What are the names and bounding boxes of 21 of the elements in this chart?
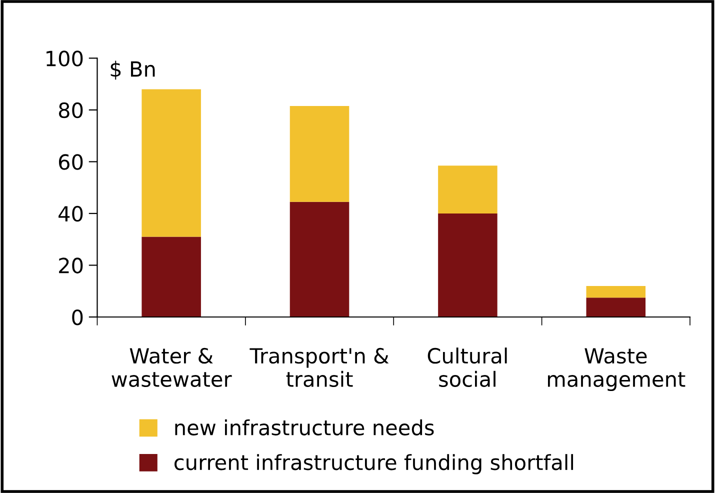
bar <box>142 236 201 317</box>
y-tick-label: 80 <box>58 102 83 118</box>
bar <box>142 89 201 237</box>
bar <box>290 202 350 317</box>
legend-label: current infrastructure funding shortfall <box>174 454 574 474</box>
y-tick-label: 60 <box>58 154 83 170</box>
bar <box>290 106 350 202</box>
x-tick-label: Transport'n & transit <box>250 348 389 388</box>
x-tick-label: Water & wastewater <box>112 348 232 388</box>
legend-label: new infrastructure needs <box>175 419 434 436</box>
y-tick-label: 0 <box>72 309 83 326</box>
x-tick-label: Cultural social <box>428 348 507 388</box>
bar <box>586 298 646 317</box>
bar <box>438 166 498 214</box>
y-tick-label: 20 <box>59 258 83 274</box>
bar <box>586 286 646 298</box>
y-tick-label: 100 <box>46 50 83 66</box>
bar <box>438 213 498 317</box>
y-axis-title: $ Bn <box>110 60 155 80</box>
y-tick-label: 40 <box>58 206 83 222</box>
x-tick-label: Waste management <box>548 348 686 392</box>
